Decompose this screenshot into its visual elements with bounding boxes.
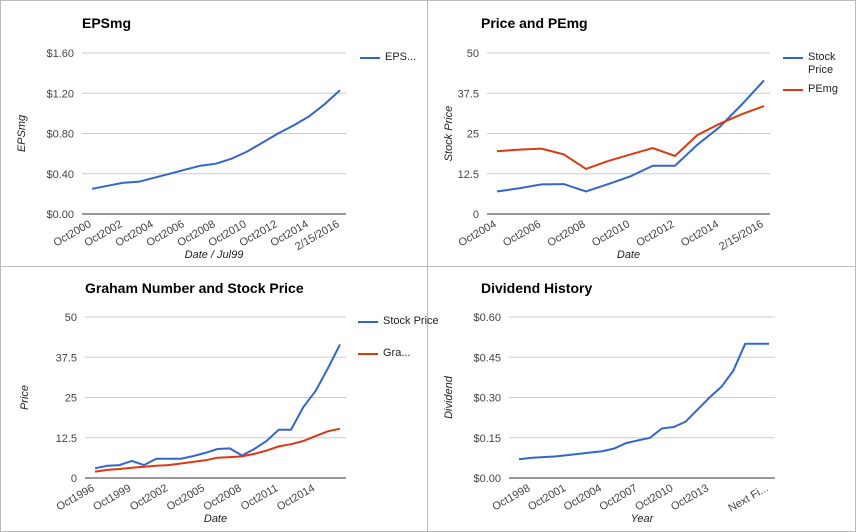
line-series — [94, 427, 341, 473]
chart-title: Dividend History — [481, 280, 592, 296]
y-axis-title: Stock Price — [443, 106, 455, 162]
y-tick-label: 25 — [467, 129, 479, 141]
legend-item: PEmg — [808, 83, 838, 95]
chart-title: Price and PEmg — [481, 15, 588, 31]
y-axis-title: Dividend — [443, 375, 455, 419]
y-tick-label: $0.00 — [46, 209, 74, 221]
line-series — [496, 105, 765, 171]
y-tick-label: $0.60 — [473, 312, 501, 324]
legend-item: Gra... — [383, 347, 411, 359]
line-series — [94, 343, 341, 470]
y-tick-label: $0.15 — [473, 433, 501, 445]
x-axis-title: Date / Jul99 — [185, 249, 244, 261]
line-series — [518, 342, 769, 461]
legend-item: EPS... — [385, 51, 417, 63]
y-tick-label: $0.80 — [46, 129, 74, 141]
legend-label: Stock Price — [808, 51, 836, 76]
y-axis-title: EPSmg — [16, 114, 28, 152]
chart-title: Graham Number and Stock Price — [85, 280, 304, 296]
y-tick-label: $1.60 — [46, 48, 74, 60]
legend-item: Stock Price — [383, 315, 439, 327]
legend-label: EPS... — [385, 51, 417, 63]
y-tick-label: 25 — [65, 393, 77, 405]
y-tick-label: 50 — [467, 48, 479, 60]
y-tick-label: 0 — [71, 473, 77, 485]
line-series — [496, 79, 765, 193]
x-axis-title: Date — [617, 249, 640, 261]
y-tick-label: 12.5 — [56, 433, 77, 445]
legend-label: Gra... — [383, 347, 411, 359]
y-axis-title: Price — [19, 385, 31, 410]
y-tick-label: 37.5 — [458, 88, 479, 100]
x-axis-title: Year — [631, 513, 655, 525]
y-tick-label: 12.5 — [458, 169, 479, 181]
y-tick-label: 0 — [473, 209, 479, 221]
chart-title: EPSmg — [82, 15, 131, 31]
y-tick-label: $0.45 — [473, 352, 501, 364]
y-tick-label: 50 — [65, 312, 77, 324]
legend-label: PEmg — [808, 83, 838, 95]
y-tick-label: 37.5 — [56, 352, 77, 364]
y-tick-label: $0.30 — [473, 393, 501, 405]
y-tick-label: $0.00 — [473, 473, 501, 485]
legend-item: Stock Price — [808, 51, 836, 76]
line-series — [91, 89, 341, 190]
y-tick-label: $0.40 — [46, 169, 74, 181]
y-tick-label: $1.20 — [46, 88, 74, 100]
legend-label: Stock Price — [383, 315, 439, 327]
x-axis-title: Date — [204, 513, 227, 525]
